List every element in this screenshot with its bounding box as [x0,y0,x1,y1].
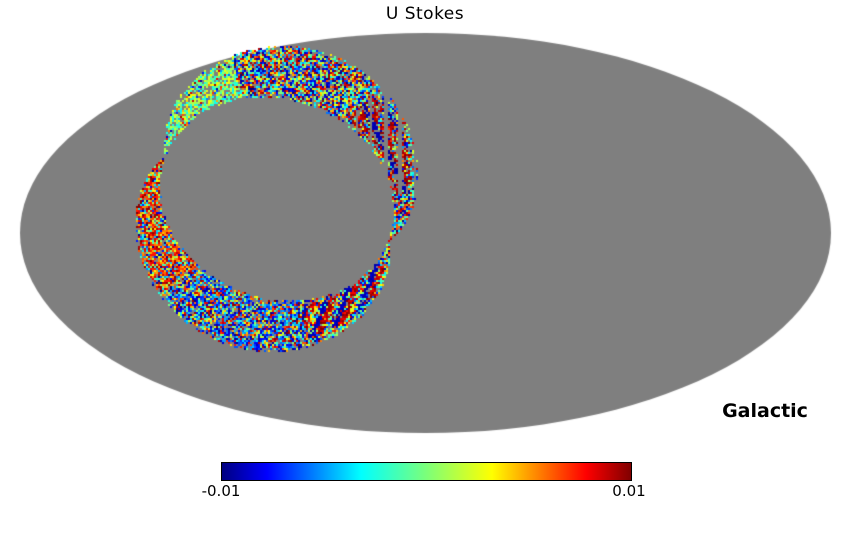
colorbar-min-label: -0.01 [201,482,241,500]
colorbar-gradient [221,462,632,481]
coordinate-system-label: Galactic [722,400,808,422]
mollweide-sky-map [0,0,850,460]
chart-title: U Stokes [385,4,465,24]
colorbar-max-label: 0.01 [612,482,646,500]
